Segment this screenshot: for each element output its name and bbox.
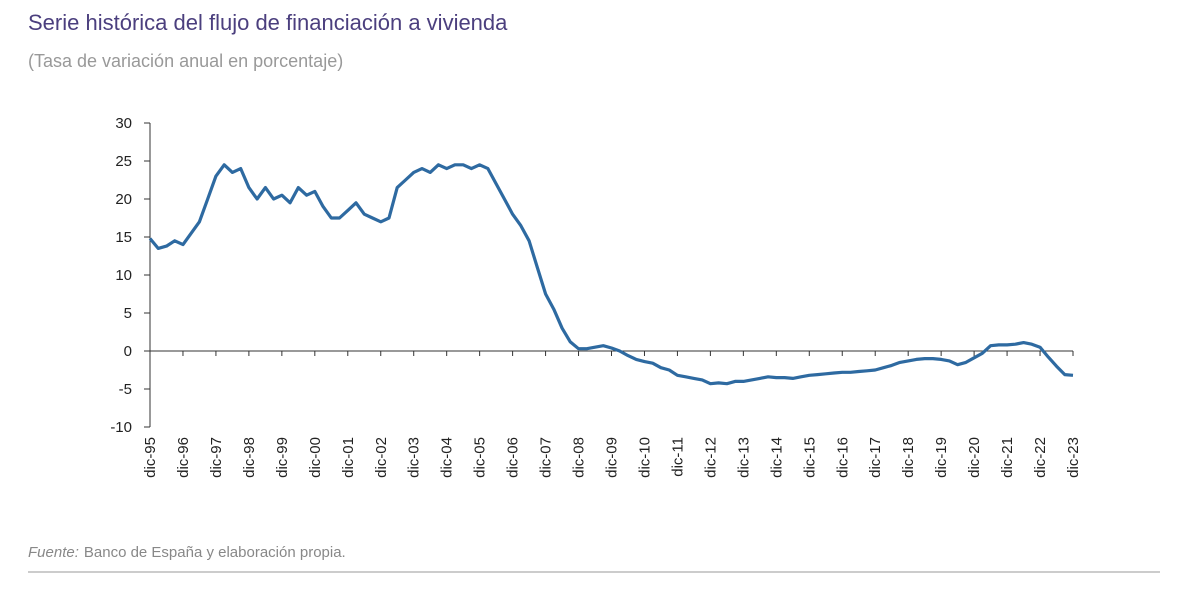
- source-note: Fuente: Banco de España y elaboración pro…: [28, 544, 346, 561]
- x-tick-label: dic-01: [340, 437, 357, 478]
- x-tick-label: dic-21: [999, 437, 1016, 478]
- source-text: Banco de España y elaboración propia.: [84, 544, 346, 561]
- x-tick-label: dic-08: [571, 437, 588, 478]
- x-tick-label: dic-22: [1032, 437, 1049, 478]
- x-tick-label: dic-19: [933, 437, 950, 478]
- y-tick-label: 25: [115, 153, 132, 170]
- y-tick-label: 0: [124, 343, 132, 360]
- x-tick-label: dic-18: [900, 437, 917, 478]
- source-label: Fuente:: [28, 544, 79, 561]
- x-tick-label: dic-96: [175, 437, 192, 478]
- x-tick-label: dic-05: [472, 437, 489, 478]
- x-tick-label: dic-13: [735, 437, 752, 478]
- x-tick-label: dic-23: [1065, 437, 1082, 478]
- y-tick-label: 5: [124, 305, 132, 322]
- x-tick-label: dic-20: [966, 437, 983, 478]
- x-tick-label: dic-14: [768, 437, 785, 478]
- x-tick-label: dic-12: [702, 437, 719, 478]
- chart-title: Serie histórica del flujo de financiació…: [28, 10, 508, 35]
- x-tick-label: dic-10: [636, 437, 653, 478]
- x-tick-label: dic-11: [669, 437, 686, 477]
- x-tick-label: dic-04: [439, 437, 456, 478]
- y-tick-label: -10: [110, 419, 132, 436]
- y-tick-label: 20: [115, 191, 132, 208]
- chart-subtitle: (Tasa de variación anual en porcentaje): [28, 51, 343, 71]
- x-tick-label: dic-15: [801, 437, 818, 478]
- x-tick-label: dic-09: [604, 437, 621, 478]
- x-tick-label: dic-03: [406, 437, 423, 478]
- x-tick-label: dic-02: [373, 437, 390, 478]
- x-tick-label: dic-07: [538, 437, 555, 478]
- y-tick-label: 10: [115, 267, 132, 284]
- x-tick-label: dic-06: [505, 437, 522, 478]
- x-tick-label: dic-00: [307, 437, 324, 478]
- y-tick-label: 30: [115, 115, 132, 132]
- y-tick-label: -5: [119, 381, 132, 398]
- x-tick-label: dic-17: [867, 437, 884, 478]
- x-tick-label: dic-97: [208, 437, 225, 478]
- x-tick-label: dic-98: [241, 437, 258, 478]
- x-tick-label: dic-95: [142, 437, 159, 478]
- x-tick-label: dic-16: [834, 437, 851, 478]
- x-tick-label: dic-99: [274, 437, 291, 478]
- y-tick-label: 15: [115, 229, 132, 246]
- data-line: [148, 163, 1074, 386]
